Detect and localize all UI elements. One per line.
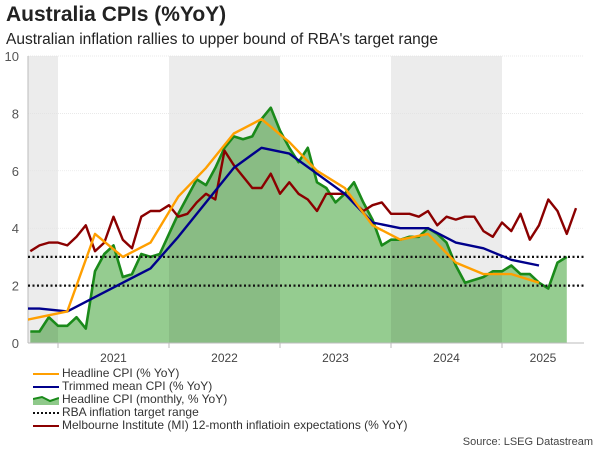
monthly-cpi-area (30, 107, 567, 343)
legend-item-headline: Headline CPI (% YoY) (33, 367, 408, 380)
y-tick-label: 6 (12, 164, 19, 179)
legend-swatch-headline (33, 369, 59, 379)
legend-item-trimmed: Trimmed mean CPI (% YoY) (33, 380, 408, 393)
x-tick-label: 2021 (100, 351, 127, 365)
monthly-cpi-line (30, 106, 568, 333)
legend: Headline CPI (% YoY) Trimmed mean CPI (%… (32, 367, 408, 432)
legend-label: Headline CPI (% YoY) (62, 366, 180, 380)
x-tick-label: 2022 (211, 351, 238, 365)
x-tick-label: 2024 (433, 351, 460, 365)
y-tick-label: 2 (12, 279, 19, 294)
legend-item-monthly: Headline CPI (monthly, % YoY) (32, 392, 408, 406)
chart-subtitle: Australian inflation rallies to upper bo… (6, 31, 439, 48)
chart-title: Australia CPIs (%YoY) (6, 3, 227, 26)
y-tick-label: 8 (12, 106, 19, 121)
year-band-2020 (28, 56, 58, 343)
legend-label: Headline CPI (monthly, % YoY) (62, 392, 228, 406)
y-tick-label: 0 (12, 336, 19, 351)
legend-item-rba: RBA inflation target range (33, 406, 408, 419)
legend-item-mi: Melbourne Institute (MI) 12-month inflat… (33, 419, 408, 432)
y-tick-label: 10 (5, 49, 19, 64)
legend-swatch-rba (33, 408, 59, 418)
y-tick-label: 4 (12, 221, 19, 236)
mi-expectations-line (29, 149, 578, 253)
legend-label: RBA inflation target range (62, 405, 199, 419)
trimmed-mean-line (28, 146, 540, 313)
headline-cpi-line (28, 117, 540, 321)
legend-label: Trimmed mean CPI (% YoY) (62, 379, 213, 393)
x-tick-label: 2023 (322, 351, 349, 365)
legend-swatch-trimmed (33, 382, 59, 392)
legend-swatch-mi (33, 421, 59, 431)
legend-label: Melbourne Institute (MI) 12-month inflat… (62, 418, 408, 432)
source-note: Source: LSEG Datastream (462, 436, 593, 448)
x-tick-label: 2025 (530, 351, 557, 365)
legend-swatch-monthly (32, 395, 60, 405)
